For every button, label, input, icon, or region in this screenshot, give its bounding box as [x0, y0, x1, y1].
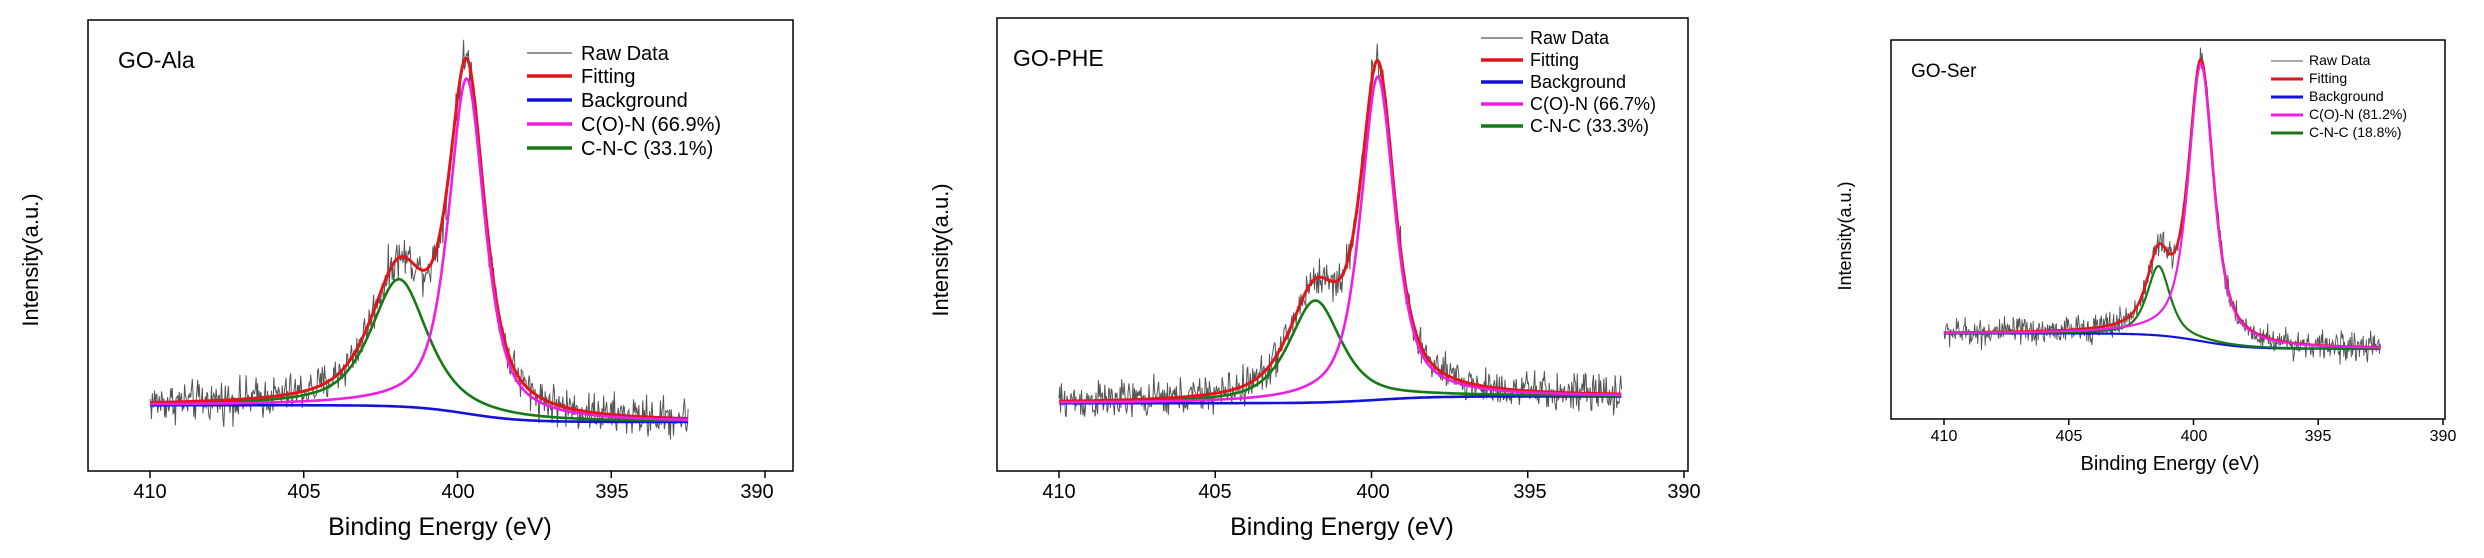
series-background [1059, 395, 1622, 405]
chart-title: GO-Ser [1911, 61, 1977, 82]
legend-label: C-N-C (18.8%) [2309, 124, 2402, 140]
x-tick-label: 400 [441, 481, 474, 503]
legend-label: Background [2309, 88, 2384, 104]
x-axis-label: Binding Energy (eV) [2081, 453, 2260, 475]
legend: Raw Data Fitting Background C(O)-N (66.7… [1481, 28, 1656, 136]
series-fitting [150, 56, 689, 420]
y-axis-label: Intensity(a.u.) [18, 193, 43, 326]
series-group [1943, 47, 2382, 365]
series-c-o-n [150, 77, 689, 421]
legend-label: C-N-C (33.3%) [1530, 116, 1649, 136]
legend-label: Background [1530, 72, 1626, 92]
plot-frame [996, 17, 1689, 472]
legend: Raw Data Fitting Background C(O)-N (66.9… [527, 43, 721, 160]
legend-label: Raw Data [581, 43, 670, 65]
x-tick-label: 390 [2430, 428, 2457, 445]
x-tick-label: 400 [1356, 481, 1389, 503]
x-tick-label: 390 [740, 481, 773, 503]
legend-label: Fitting [581, 66, 635, 88]
panel-go-ser: GO-Ser Binding Energy (eV) Intensity(a.u… [1835, 39, 2457, 475]
x-tick-label: 395 [2305, 428, 2332, 445]
plot-frame [1890, 39, 2446, 420]
legend-label: C(O)-N (81.2%) [2309, 106, 2407, 122]
legend-label: Raw Data [1530, 28, 1610, 48]
series-group [1058, 43, 1622, 418]
series-fitting [1059, 58, 1622, 403]
panel-go-phe: GO-PHE Binding Energy (eV) Intensity(a.u… [928, 17, 1701, 541]
legend-label: Raw Data [2309, 52, 2371, 68]
legend-label: C(O)-N (66.7%) [1530, 94, 1656, 114]
x-tick-label: 410 [1931, 428, 1958, 445]
x-tick-label: 390 [1667, 481, 1700, 503]
series-c-o-n [1059, 75, 1622, 404]
legend: Raw Data Fitting Background C(O)-N (81.2… [2271, 52, 2407, 140]
x-tick-marks [1058, 471, 1685, 478]
x-tick-label: 405 [2056, 428, 2083, 445]
plot-frame [87, 19, 794, 472]
series-c-n-c [1058, 299, 1622, 404]
x-tick-label: 410 [133, 481, 166, 503]
x-tick-label: 405 [1198, 481, 1231, 503]
series-c-n-c [150, 277, 689, 422]
panel-go-ala: GO-Ala Binding Energy (eV) Intensity(a.u… [18, 19, 794, 541]
x-axis-label: Binding Energy (eV) [328, 513, 552, 541]
chart-title: GO-Ala [118, 47, 195, 73]
x-tick-label: 395 [1513, 481, 1546, 503]
x-tick-marks [149, 471, 766, 478]
legend-label: Background [581, 90, 688, 112]
x-tick-label: 405 [287, 481, 320, 503]
series-raw-data [149, 39, 689, 440]
series-c-o-n [1944, 62, 2381, 349]
x-tick-marks [1943, 419, 2444, 425]
x-tick-label: 395 [595, 481, 628, 503]
legend-label: Fitting [2309, 70, 2347, 86]
x-tick-label: 400 [2181, 428, 2208, 445]
y-axis-label: Intensity(a.u.) [928, 183, 953, 316]
x-tick-label: 410 [1042, 481, 1075, 503]
series-raw-data [1943, 47, 2382, 365]
legend-label: C-N-C (33.1%) [581, 138, 713, 160]
legend-label: Fitting [1530, 50, 1579, 70]
series-group [149, 39, 689, 440]
y-axis-label: Intensity(a.u.) [1835, 181, 1855, 290]
series-background [150, 403, 689, 424]
chart-title: GO-PHE [1013, 45, 1104, 71]
legend-label: C(O)-N (66.9%) [581, 114, 721, 136]
x-axis-label: Binding Energy (eV) [1230, 513, 1454, 541]
